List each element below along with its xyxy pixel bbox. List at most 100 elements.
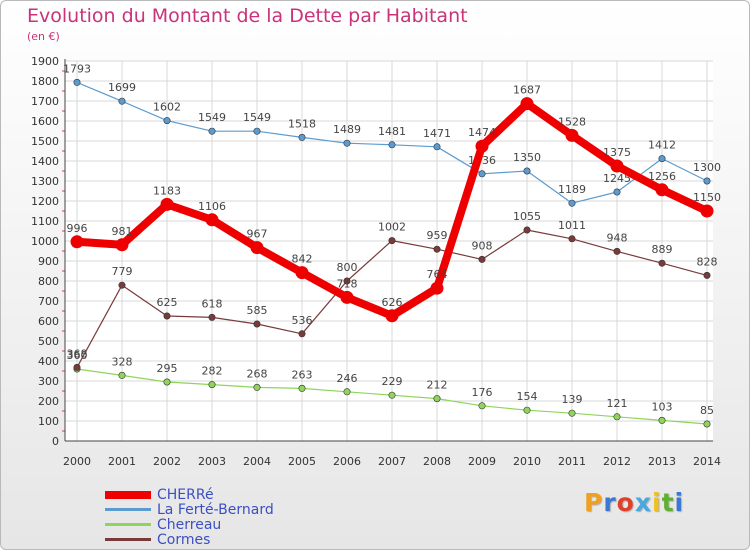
data-point	[388, 391, 396, 399]
data-label: 1549	[198, 111, 226, 124]
data-point	[568, 235, 576, 243]
data-label: 1549	[243, 111, 271, 124]
data-label: 103	[652, 400, 673, 413]
data-point	[388, 141, 396, 149]
data-label: 176	[472, 386, 493, 399]
data-label: 1256	[648, 170, 676, 183]
legend-item: Cormes	[105, 531, 274, 548]
y-tick-label: 400	[38, 355, 59, 368]
data-point	[523, 406, 531, 414]
data-label: 268	[247, 367, 268, 380]
x-tick-label: 2005	[288, 455, 316, 468]
data-label: 263	[292, 368, 313, 381]
data-label: 585	[247, 304, 268, 317]
y-tick-label: 1300	[31, 175, 59, 188]
data-label: 618	[202, 297, 223, 310]
data-point	[475, 139, 489, 153]
legend-label: La Ferté-Bernard	[157, 501, 274, 518]
data-point	[343, 139, 351, 147]
data-label: 1471	[423, 127, 451, 140]
data-label: 800	[337, 261, 358, 274]
data-point	[253, 127, 261, 135]
data-label: 1528	[558, 115, 586, 128]
data-point	[163, 312, 171, 320]
data-point	[700, 204, 714, 218]
data-point	[340, 290, 354, 304]
data-point	[703, 420, 711, 428]
legend-item: CHERRé	[105, 486, 274, 503]
data-label: 1489	[333, 123, 361, 136]
x-tick-label: 2009	[468, 455, 496, 468]
data-point	[388, 237, 396, 245]
data-label: 1474	[468, 126, 496, 139]
legend-swatch	[105, 490, 151, 499]
x-tick-label: 2006	[333, 455, 361, 468]
legend-item: La Ferté-Bernard	[105, 501, 274, 518]
data-point	[253, 383, 261, 391]
legend-label: Cormes	[157, 531, 211, 548]
x-tick-label: 2014	[693, 455, 721, 468]
data-label: 1300	[693, 161, 721, 174]
y-tick-label: 300	[38, 375, 59, 388]
y-tick-label: 1200	[31, 195, 59, 208]
x-tick-label: 2013	[648, 455, 676, 468]
data-label: 295	[157, 362, 178, 375]
data-label: 625	[157, 296, 178, 309]
data-label: 889	[652, 243, 673, 256]
data-label: 282	[202, 365, 223, 378]
data-point	[250, 241, 264, 255]
y-tick-label: 800	[38, 275, 59, 288]
data-point	[568, 199, 576, 207]
data-point	[205, 213, 219, 227]
data-point	[118, 281, 126, 289]
data-point	[658, 259, 666, 267]
data-point	[610, 159, 624, 173]
data-label: 959	[427, 229, 448, 242]
data-label: 828	[697, 255, 718, 268]
x-tick-label: 2004	[243, 455, 271, 468]
data-point	[520, 97, 534, 111]
data-label: 1481	[378, 125, 406, 138]
data-point	[385, 309, 399, 323]
data-point	[565, 128, 579, 142]
data-label: 1602	[153, 101, 181, 114]
data-label: 1055	[513, 210, 541, 223]
data-point	[343, 388, 351, 396]
data-label: 908	[472, 239, 493, 252]
x-tick-label: 2010	[513, 455, 541, 468]
data-point	[208, 127, 216, 135]
data-point	[118, 97, 126, 105]
y-tick-label: 0	[52, 435, 59, 448]
data-label: 981	[112, 225, 133, 238]
data-label: 1375	[603, 146, 631, 159]
data-label: 967	[247, 228, 268, 241]
legend-label: Cherreau	[157, 516, 222, 533]
data-point	[208, 313, 216, 321]
data-label: 764	[427, 268, 448, 281]
data-point	[703, 177, 711, 185]
data-point	[163, 378, 171, 386]
data-point	[433, 245, 441, 253]
data-label: 996	[67, 222, 88, 235]
data-label: 1699	[108, 81, 136, 94]
legend-item: Cherreau	[105, 516, 274, 533]
y-tick-label: 200	[38, 395, 59, 408]
legend-swatch	[105, 523, 151, 526]
legend-label: CHERRé	[157, 486, 214, 503]
data-label: 1150	[693, 191, 721, 204]
data-label: 536	[292, 314, 313, 327]
data-point	[655, 183, 669, 197]
x-tick-label: 2002	[153, 455, 181, 468]
y-tick-label: 100	[38, 415, 59, 428]
data-point	[523, 226, 531, 234]
y-tick-label: 600	[38, 315, 59, 328]
data-point	[658, 416, 666, 424]
data-point	[478, 170, 486, 178]
legend-swatch	[105, 508, 151, 511]
data-label: 1245	[603, 172, 631, 185]
plot-area	[65, 61, 713, 441]
x-tick-label: 2008	[423, 455, 451, 468]
data-point	[430, 281, 444, 295]
data-point	[298, 133, 306, 141]
data-label: 1350	[513, 151, 541, 164]
